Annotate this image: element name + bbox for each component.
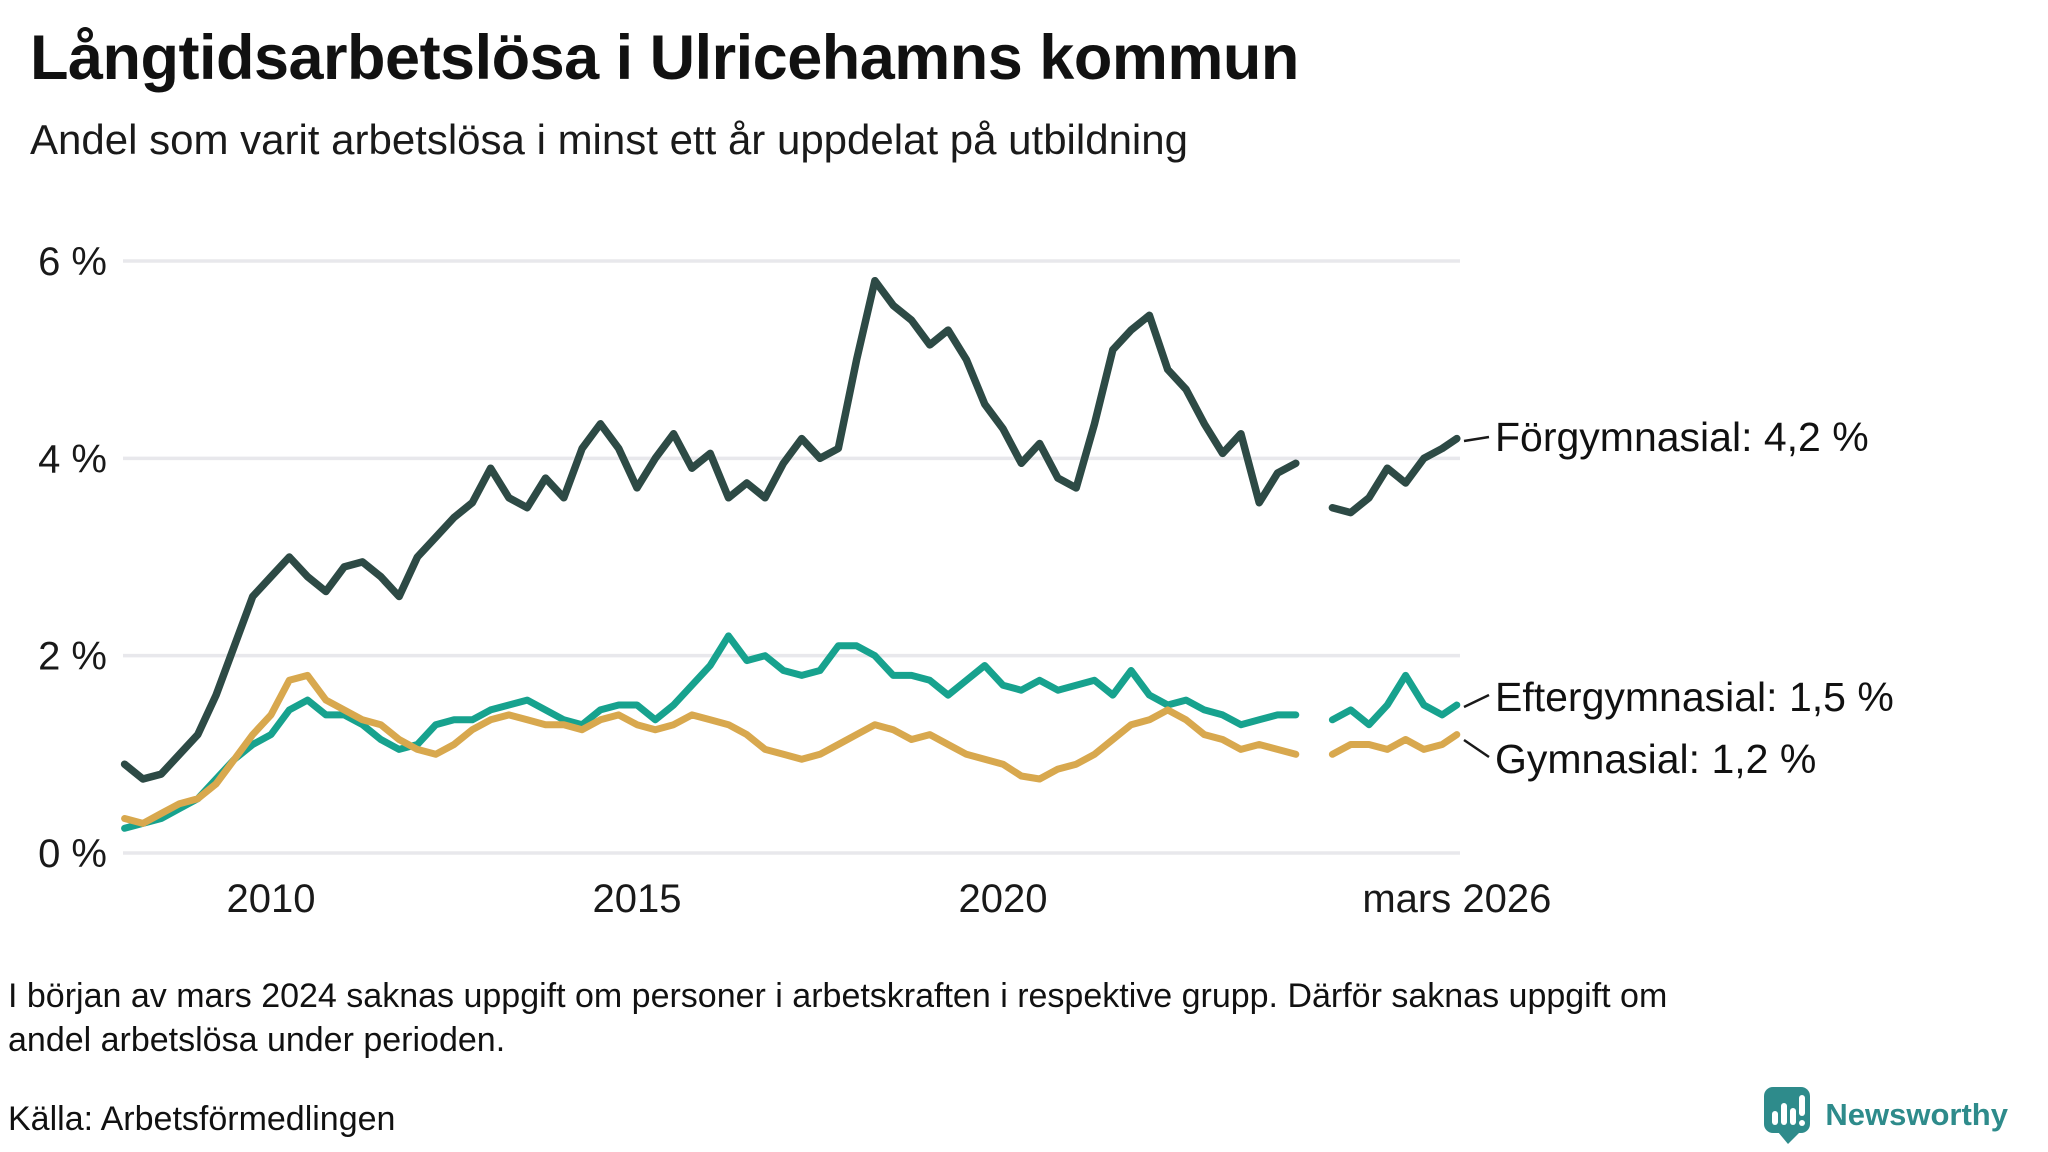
legend-label-eftergymnasial: Eftergymnasial: 1,5 % <box>1495 674 1894 720</box>
legend-connector-gymnasial <box>1463 738 1490 759</box>
page-title: Långtidsarbetslösa i Ulricehamns kommun <box>30 23 1299 93</box>
series-line-eftergymnasial <box>121 632 1461 832</box>
footnote: I början av mars 2024 saknas uppgift om … <box>8 974 1998 1062</box>
branding: Newsworthy <box>1763 1086 2008 1144</box>
x-tick-label: 2010 <box>227 877 316 921</box>
source-text: Källa: Arbetsförmedlingen <box>8 1100 396 1138</box>
y-tick-label: 6 % <box>38 240 107 284</box>
y-tick-label: 4 % <box>38 437 107 481</box>
footnote-line-1: I början av mars 2024 saknas uppgift om … <box>8 977 1668 1015</box>
y-axis-labels: 6 % 4 % 2 % 0 % <box>38 240 107 876</box>
gridlines <box>123 259 1460 855</box>
branding-name: Newsworthy <box>1825 1097 2008 1132</box>
legend-label-förgymnasial: Förgymnasial: 4,2 % <box>1495 414 1869 460</box>
y-tick-label: 2 % <box>38 635 107 679</box>
legend: Förgymnasial: 4,2 % Eftergymnasial: 1,5 %… <box>1463 414 1894 782</box>
x-tick-label: 2015 <box>593 877 682 921</box>
legend-connector-förgymnasial <box>1463 435 1490 443</box>
series-line-förgymnasial <box>120 276 1461 783</box>
legend-label-gymnasial: Gymnasial: 1,2 % <box>1495 736 1816 782</box>
y-tick-label: 0 % <box>38 832 107 876</box>
newsworthy-logo-icon <box>1764 1087 1811 1144</box>
x-axis-labels: 2010 2015 2020 mars 2026 <box>227 877 1552 921</box>
legend-connector-eftergymnasial <box>1463 693 1490 709</box>
series-line-gymnasial <box>121 671 1461 827</box>
chart-subtitle: Andel som varit arbetslösa i minst ett å… <box>30 116 1188 163</box>
footnote-line-2: andel arbetslösa under perioden. <box>8 1021 506 1059</box>
x-tick-label: 2020 <box>959 877 1048 921</box>
series-lines <box>120 276 1461 832</box>
x-tick-label: mars 2026 <box>1362 877 1551 921</box>
